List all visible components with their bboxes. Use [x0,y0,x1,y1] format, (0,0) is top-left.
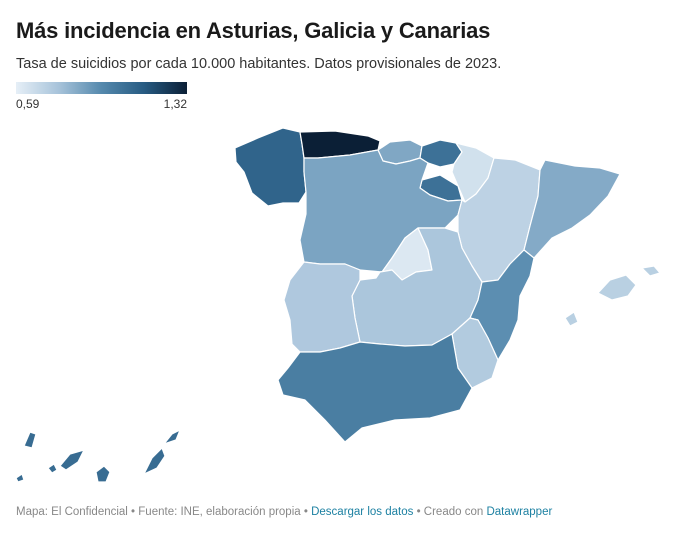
legend-max-label: 1,32 [163,97,187,111]
color-legend: 0,59 1,32 [16,82,187,112]
region-canarias-el-hierro[interactable] [15,473,25,483]
region-andalucia[interactable] [277,333,473,443]
region-illes-balears-mallorca[interactable] [597,274,637,301]
footer-created-with: • Creado con [416,506,484,518]
download-data-link[interactable]: Descargar los datos [311,506,414,518]
chart-title: Más incidencia en Asturias, Galicia y Ca… [16,18,491,43]
datawrapper-link[interactable]: Datawrapper [486,506,553,518]
region-canarias-lanzarote[interactable] [163,429,181,445]
chart-footer: Mapa: El Confidencial • Fuente: INE, ela… [16,506,552,518]
region-galicia[interactable] [234,127,307,207]
region-canarias-tenerife[interactable] [59,449,85,471]
legend-gradient-bar [16,82,187,94]
region-canarias-la-gomera[interactable] [47,463,58,474]
region-illes-balears-ibiza[interactable] [564,311,579,327]
legend-min-label: 0,59 [16,97,40,111]
region-illes-balears-menorca[interactable] [641,265,661,277]
footer-source: Mapa: El Confidencial • Fuente: INE, ela… [16,506,308,518]
region-canarias-la-palma[interactable] [23,431,37,449]
region-cataluna[interactable] [523,159,621,259]
chart-subtitle: Tasa de suicidios por cada 10.000 habita… [16,56,502,72]
region-canarias-fuerteventura[interactable] [143,447,166,475]
region-extremadura[interactable] [283,261,361,353]
region-canarias-gran-canaria[interactable] [95,465,111,483]
spain-choropleth-map [15,127,661,483]
